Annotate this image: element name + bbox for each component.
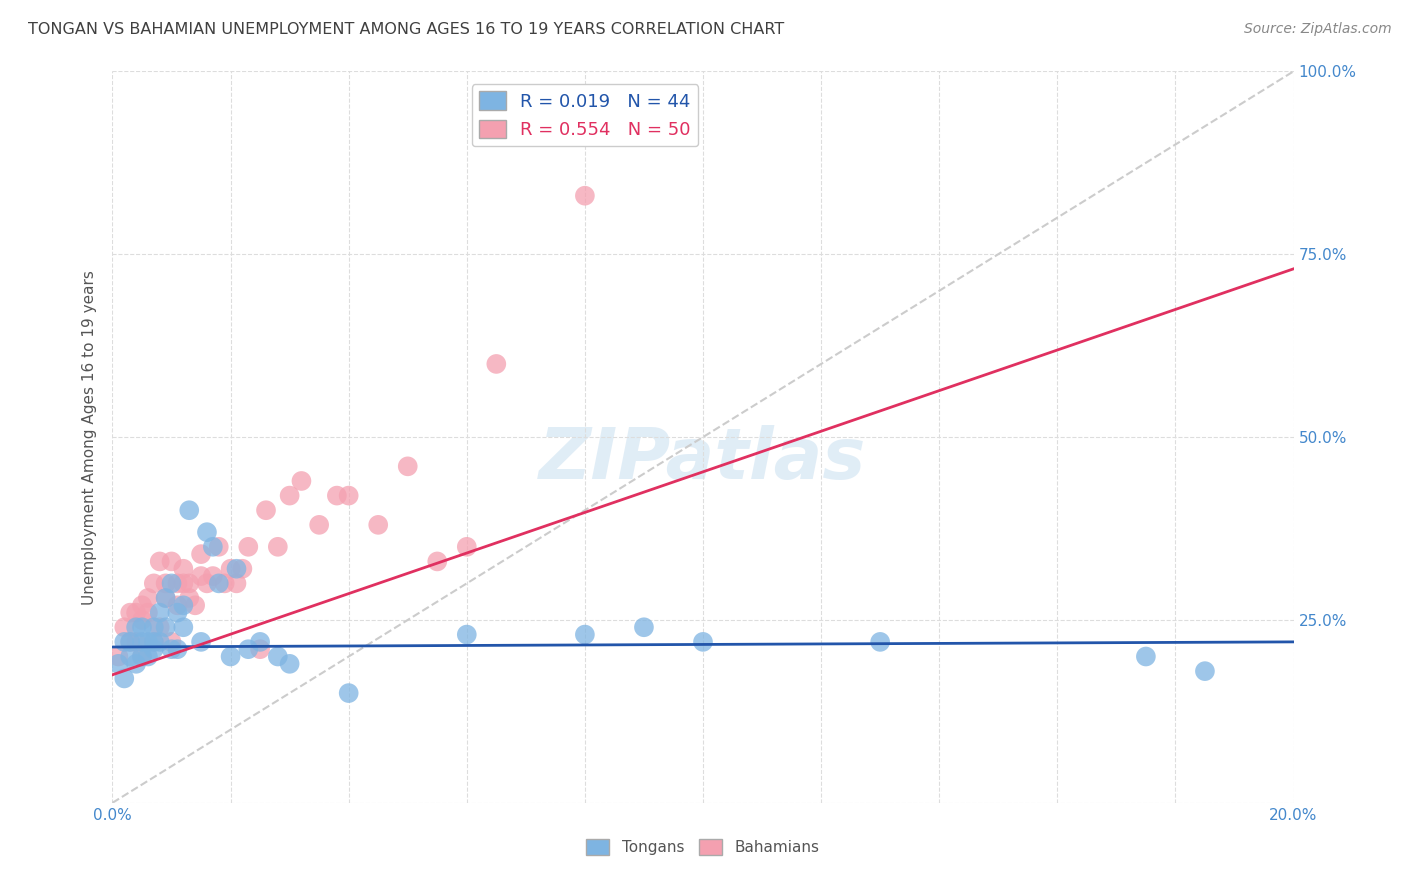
Point [155, 576, 177, 591]
Point [195, 525, 218, 540]
Point [396, 459, 419, 474]
Point [254, 503, 277, 517]
Point [131, 613, 153, 627]
Point [278, 657, 301, 671]
Point [107, 649, 129, 664]
Point [149, 620, 172, 634]
Point [125, 606, 148, 620]
Y-axis label: Unemployment Among Ages 16 to 19 years: Unemployment Among Ages 16 to 19 years [82, 269, 97, 605]
Point [125, 657, 148, 671]
Point [179, 503, 201, 517]
Point [112, 620, 135, 634]
Point [208, 540, 231, 554]
Point [225, 576, 247, 591]
Point [1194, 664, 1216, 678]
Point [249, 642, 271, 657]
Point [278, 489, 301, 503]
Point [172, 620, 194, 634]
Point [149, 554, 172, 568]
Point [155, 620, 177, 634]
Point [238, 642, 260, 657]
Point [869, 635, 891, 649]
Point [112, 635, 135, 649]
Point [219, 649, 242, 664]
Point [208, 576, 231, 591]
Point [155, 591, 177, 605]
Point [214, 576, 236, 591]
Point [195, 576, 218, 591]
Point [149, 606, 172, 620]
Point [190, 569, 212, 583]
Point [267, 649, 290, 664]
Point [160, 642, 183, 657]
Point [290, 474, 312, 488]
Point [190, 635, 212, 649]
Point [142, 635, 165, 649]
Point [120, 606, 142, 620]
Point [337, 686, 360, 700]
Legend: Tongans, Bahamians: Tongans, Bahamians [581, 833, 825, 861]
Point [337, 489, 360, 503]
Point [160, 635, 183, 649]
Point [136, 635, 159, 649]
Point [120, 649, 142, 664]
Point [201, 540, 224, 554]
Point [172, 599, 194, 613]
Point [179, 576, 201, 591]
Point [692, 635, 714, 649]
Point [574, 627, 596, 641]
Point [190, 547, 212, 561]
Point [142, 620, 165, 634]
Point [426, 554, 449, 568]
Point [149, 635, 172, 649]
Point [238, 540, 260, 554]
Point [485, 357, 508, 371]
Point [574, 188, 596, 202]
Point [267, 540, 290, 554]
Point [166, 642, 188, 657]
Point [136, 606, 159, 620]
Point [120, 635, 142, 649]
Point [225, 562, 247, 576]
Point [179, 591, 201, 605]
Point [166, 606, 188, 620]
Point [1135, 649, 1157, 664]
Point [107, 657, 129, 671]
Point [219, 562, 242, 576]
Point [120, 635, 142, 649]
Point [633, 620, 655, 634]
Point [155, 591, 177, 605]
Point [456, 540, 478, 554]
Point [160, 576, 183, 591]
Point [172, 576, 194, 591]
Point [142, 642, 165, 657]
Point [166, 576, 188, 591]
Text: ZIPatlas: ZIPatlas [540, 425, 866, 493]
Point [308, 517, 330, 532]
Point [131, 599, 153, 613]
Point [201, 569, 224, 583]
Text: TONGAN VS BAHAMIAN UNEMPLOYMENT AMONG AGES 16 TO 19 YEARS CORRELATION CHART: TONGAN VS BAHAMIAN UNEMPLOYMENT AMONG AG… [28, 22, 785, 37]
Point [367, 517, 389, 532]
Point [456, 627, 478, 641]
Point [131, 649, 153, 664]
Point [125, 635, 148, 649]
Point [249, 635, 271, 649]
Point [142, 576, 165, 591]
Point [136, 591, 159, 605]
Point [125, 620, 148, 634]
Point [142, 635, 165, 649]
Point [136, 649, 159, 664]
Point [131, 649, 153, 664]
Point [231, 562, 253, 576]
Point [166, 599, 188, 613]
Point [160, 554, 183, 568]
Point [112, 672, 135, 686]
Point [326, 489, 349, 503]
Point [184, 599, 207, 613]
Text: Source: ZipAtlas.com: Source: ZipAtlas.com [1244, 22, 1392, 37]
Point [131, 635, 153, 649]
Point [131, 620, 153, 634]
Point [172, 562, 194, 576]
